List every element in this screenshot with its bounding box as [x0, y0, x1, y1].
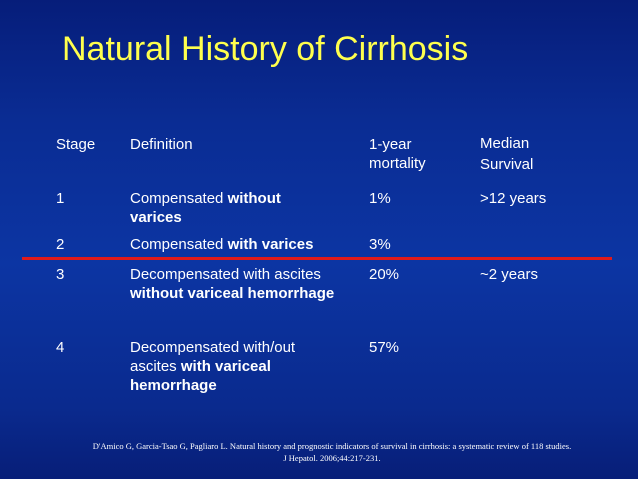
citation: D'Amico G, Garcia-Tsao G, Pagliaro L. Na…: [60, 440, 604, 464]
row-3-stage: 3: [56, 266, 65, 283]
row-2-def-bold: with varices: [227, 236, 314, 253]
header-mortality-line1: 1-year: [369, 136, 412, 153]
row-4-mortality: 57%: [369, 339, 400, 356]
citation-line1: D'Amico G, Garcia-Tsao G, Pagliaro L. Na…: [92, 441, 572, 451]
header-mortality: 1-year mortality: [369, 135, 469, 173]
header-definition: Definition: [130, 136, 193, 153]
row-4-definition: Decompensated with/out ascites with vari…: [130, 338, 335, 395]
row-1-survival: >12 years: [480, 190, 547, 207]
row-1-def-bold: without varices: [130, 190, 281, 226]
citation-line2: J Hepatol. 2006;44:217-231.: [283, 453, 381, 463]
row-3-def-bold: without variceal hemorrhage: [130, 285, 335, 302]
header-survival: Median Survival: [480, 133, 620, 175]
row-1-def-plain: Compensated: [130, 190, 228, 207]
row-1-definition: Compensated without varices: [130, 189, 320, 227]
row-3-mortality: 20%: [369, 266, 400, 283]
row-2-stage: 2: [56, 236, 65, 253]
header-survival-line1: Median: [480, 135, 530, 152]
row-4-def-plain: Decompensated with/out ascites: [130, 339, 296, 375]
red-divider-line: [22, 257, 612, 260]
row-3-definition: Decompensated with ascites without varic…: [130, 265, 360, 303]
row-1-mortality: 1%: [369, 190, 391, 207]
row-4-def-bold: with variceal hemorrhage: [130, 358, 271, 394]
row-2-def-plain: Compensated: [130, 236, 228, 253]
slide-title: Natural History of Cirrhosis: [62, 30, 469, 68]
header-stage: Stage: [56, 136, 96, 153]
row-3-survival: ~2 years: [480, 266, 538, 283]
header-mortality-line2: mortality: [369, 155, 426, 172]
row-3-def-plain: Decompensated with ascites: [130, 266, 321, 283]
row-4-stage: 4: [56, 339, 65, 356]
row-1-stage: 1: [56, 190, 65, 207]
header-survival-line2: Survival: [480, 156, 534, 173]
row-2-mortality: 3%: [369, 236, 391, 253]
row-2-definition: Compensated with varices: [130, 235, 360, 254]
